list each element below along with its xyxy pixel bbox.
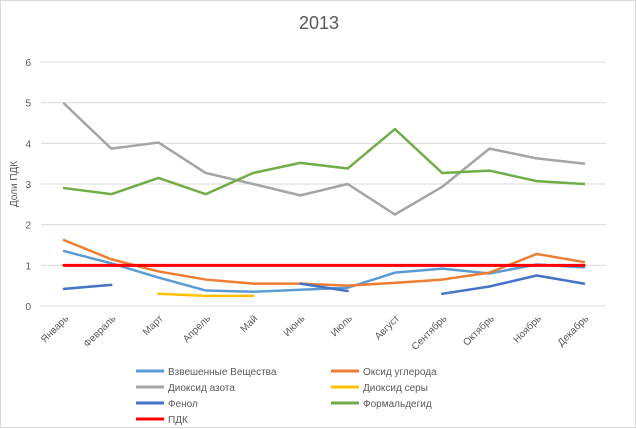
x-tick-label: Январь [39,313,71,345]
series-line [62,283,113,291]
y-tick-label: 4 [25,139,31,150]
x-tick-label: Сентябрь [409,313,449,353]
x-tick-label: Август [373,313,402,342]
legend-label: ПДК [168,415,188,426]
legend-label: Взвешенные Вещества [168,367,277,378]
legend-label: Оксид углерода [363,367,437,378]
x-tick-label: Май [239,313,261,335]
y-tick-label: 5 [25,99,31,110]
y-axis-label: Доли ПДК [9,161,20,207]
legend-label: Формальдегид [363,399,432,410]
y-tick-label: 2 [25,221,31,232]
x-tick-label: Февраль [82,313,119,350]
y-tick-label: 6 [25,58,31,69]
y-tick-label: 3 [25,180,31,191]
series-line [299,282,349,293]
x-tick-label: Март [141,313,166,338]
x-tick-label: Апрель [181,313,213,345]
series-line [440,274,586,296]
series-line [157,292,255,298]
series-line [62,238,586,287]
x-tick-label: Июнь [282,313,308,339]
series-line [62,127,586,196]
y-tick-label: 1 [25,261,31,272]
series-line [62,249,586,294]
x-tick-label: Декабрь [555,313,591,349]
legend-label: Фенол [168,399,198,410]
y-tick-label: 0 [25,302,31,313]
series-line [62,102,586,216]
x-tick-label: Октябрь [461,313,497,349]
legend-label: Диоксид серы [363,383,428,394]
chart-title: 2013 [299,13,339,33]
legend-label: Диоксид азота [168,383,235,394]
x-tick-label: Июль [329,313,355,339]
x-tick-label: Ноябрь [511,313,544,346]
